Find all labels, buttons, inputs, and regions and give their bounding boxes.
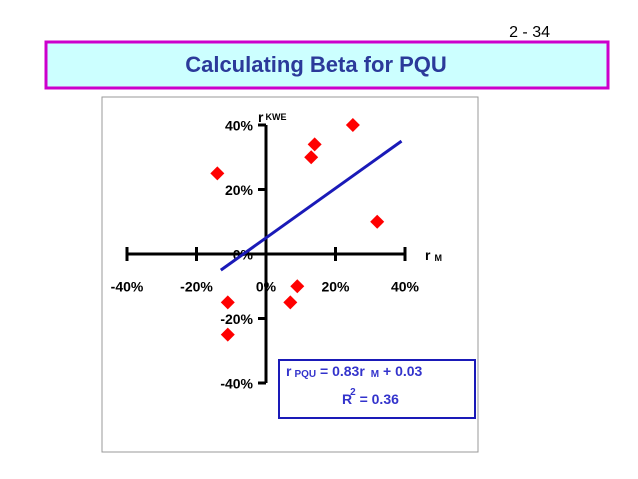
eq-sub: M — [371, 369, 379, 380]
point — [307, 137, 322, 152]
x-tick-label: -20% — [180, 279, 213, 295]
eq-sub: PQU — [294, 369, 316, 380]
point — [210, 166, 225, 181]
x-tick-label: 20% — [321, 279, 350, 295]
y-tick-label: -40% — [220, 376, 253, 392]
y-label-base: r — [258, 109, 264, 125]
x-tick-label: -40% — [111, 279, 144, 295]
page-number: 2 - 34 — [509, 24, 550, 41]
r2-base: R — [342, 391, 352, 407]
x-tick-label: 0% — [256, 279, 277, 295]
x-label-base: r — [425, 247, 431, 263]
y-tick-label: 40% — [225, 118, 254, 134]
point — [283, 295, 298, 310]
r-squared: R2 = 0.36 — [342, 387, 399, 407]
point — [290, 279, 305, 294]
title-box — [44, 40, 610, 90]
x-tick-label: 40% — [391, 279, 420, 295]
point — [345, 118, 360, 132]
eq-part: r — [286, 363, 292, 379]
y-tick-label: 20% — [225, 182, 254, 198]
r2-sup: 2 — [350, 387, 356, 398]
fit-line — [219, 139, 403, 272]
y-label-sub: KWE — [265, 112, 286, 122]
plot: -40%-20%0%20%40%-40%-20%0%20%40% — [111, 118, 420, 392]
r2-tail: = 0.36 — [356, 391, 399, 407]
point — [220, 327, 235, 342]
equation-box — [278, 359, 476, 419]
point — [304, 150, 319, 165]
eq-part: = 0.83r — [316, 363, 365, 379]
chart-title: Calculating Beta for PQU — [185, 52, 447, 77]
point — [220, 295, 235, 310]
x-label-sub: M — [434, 253, 442, 263]
point — [370, 214, 385, 229]
eq-part: + 0.03 — [379, 363, 422, 379]
y-axis-label: r KWE — [258, 109, 286, 125]
equation: r PQU = 0.83r M + 0.03 — [286, 363, 423, 380]
y-tick-label: -20% — [220, 311, 253, 327]
